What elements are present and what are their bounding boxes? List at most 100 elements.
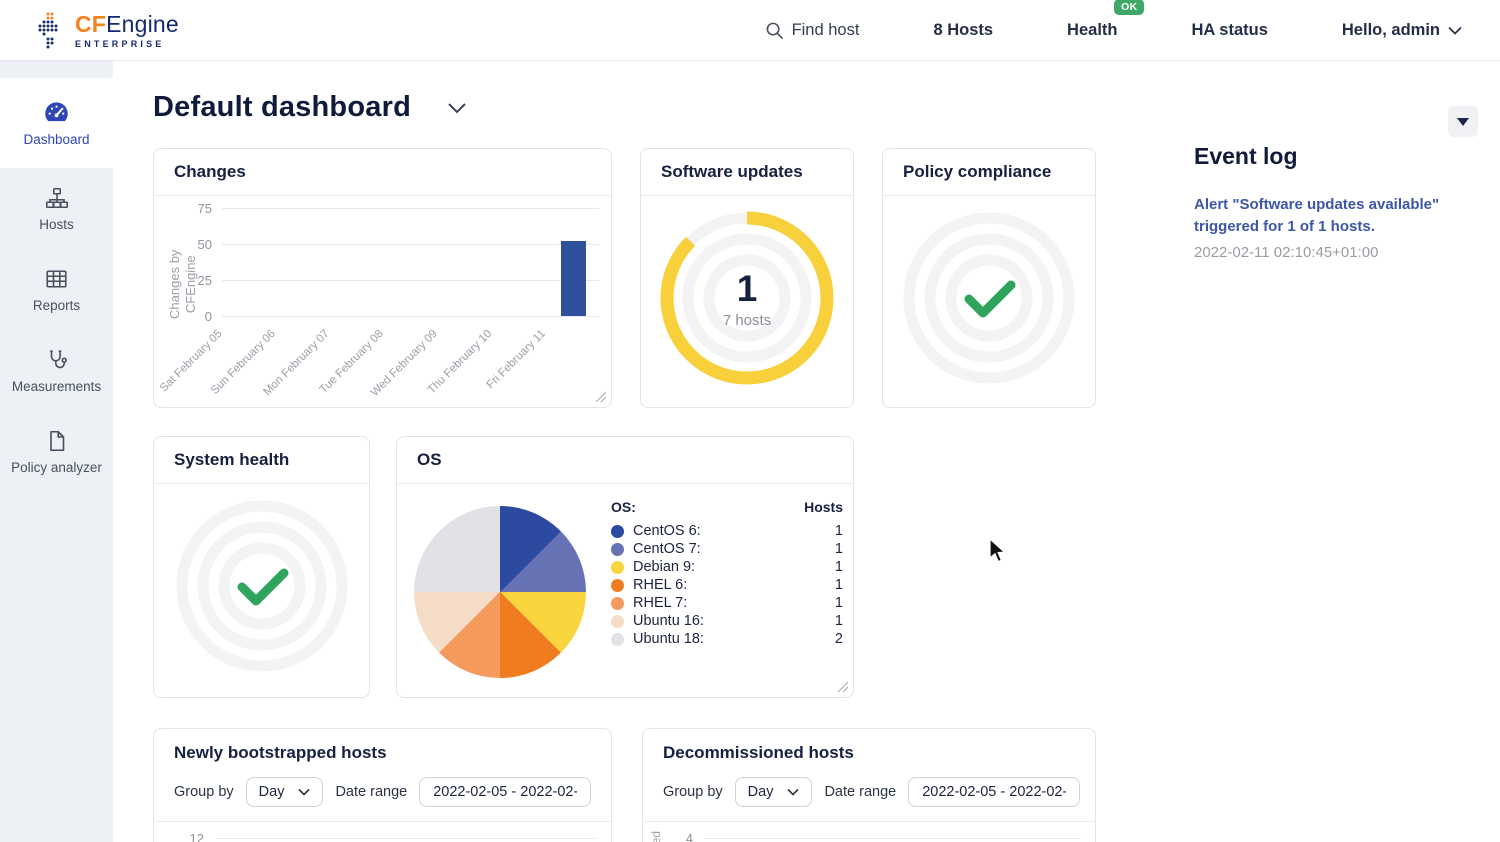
- page-title: Default dashboard: [153, 91, 411, 123]
- y-tick: 4: [685, 831, 693, 842]
- event-log-alert-link[interactable]: Alert "Software updates available" trigg…: [1194, 196, 1440, 235]
- sidebar-item-label: Dashboard: [23, 131, 90, 147]
- group-by-label: Group by: [174, 784, 234, 800]
- search-icon: [766, 22, 783, 39]
- event-log-collapse-button[interactable]: [1448, 106, 1478, 137]
- health-link[interactable]: Health OK: [1067, 0, 1145, 40]
- chevron-down-icon: [298, 788, 311, 796]
- legend-row: RHEL 7: 1: [611, 594, 843, 612]
- widget-title: Newly bootstrapped hosts: [174, 743, 387, 762]
- widget-software-updates: Software updates 1 7 hosts: [640, 148, 854, 408]
- health-status-badge: OK: [1114, 0, 1145, 15]
- bar: [561, 241, 587, 316]
- widget-system-health: System health: [153, 436, 370, 698]
- sidebar-item-hosts[interactable]: Hosts: [0, 168, 113, 249]
- date-range-input[interactable]: [908, 777, 1081, 807]
- y-tick: 50: [197, 237, 212, 252]
- date-range-input[interactable]: [419, 777, 592, 807]
- dashboard-icon: [45, 101, 68, 121]
- legend-dot: [611, 596, 624, 610]
- updates-ring: [660, 211, 834, 385]
- resize-grip[interactable]: [836, 680, 848, 692]
- y-tick: 75: [197, 201, 212, 216]
- bars-series: [222, 208, 601, 316]
- chevron-down-icon: [787, 788, 800, 796]
- cfengine-logo[interactable]: CFEngine ENTERPRISE: [36, 11, 179, 49]
- ha-status-link[interactable]: HA status: [1191, 21, 1268, 39]
- brand-name: CFEngine: [75, 11, 179, 37]
- legend-dot: [611, 632, 624, 646]
- sidebar-item-label: Hosts: [39, 216, 74, 232]
- legend-row: Ubuntu 18: 2: [611, 630, 843, 648]
- legend-dot: [611, 614, 624, 628]
- legend-header-hosts: Hosts: [804, 499, 843, 515]
- check-icon: [237, 568, 288, 606]
- hosts-count-link[interactable]: 8 Hosts: [933, 21, 994, 39]
- widget-title: System health: [154, 437, 369, 484]
- sidebar-item-reports[interactable]: Reports: [0, 249, 113, 330]
- sidebar-item-label: Policy analyzer: [11, 459, 102, 475]
- sidebar-item-label: Measurements: [11, 378, 102, 394]
- event-log-panel: Event log Alert "Software updates availa…: [1194, 143, 1452, 261]
- y-tick: 25: [197, 273, 212, 288]
- widget-policy-compliance: Policy compliance: [882, 148, 1096, 408]
- widget-title: OS: [397, 437, 853, 484]
- find-host-label: Find host: [791, 21, 860, 39]
- legend-dot: [611, 524, 624, 538]
- y-tick: 0: [204, 309, 212, 324]
- legend-dot: [611, 542, 624, 556]
- os-pie-chart: [414, 506, 586, 678]
- widget-newly-bootstrapped-hosts: Newly bootstrapped hosts Group by Day Da…: [153, 728, 612, 842]
- find-host-button[interactable]: Find host: [765, 21, 860, 40]
- sidebar-item-policy-analyzer[interactable]: Policy analyzer: [0, 411, 113, 492]
- legend-row: CentOS 6: 1: [611, 522, 843, 540]
- group-by-select[interactable]: Day: [245, 777, 324, 807]
- table-icon: [46, 269, 67, 288]
- legend-row: CentOS 7: 1: [611, 540, 843, 558]
- group-by-select[interactable]: Day: [734, 777, 813, 807]
- sitemap-icon: [45, 187, 68, 208]
- policy-compliance-status: [890, 199, 1088, 397]
- legend-row: Ubuntu 16: 1: [611, 612, 843, 630]
- y-tick: 12: [189, 831, 204, 842]
- header-nav: Find host 8 Hosts Health OK HA status He…: [765, 0, 1462, 61]
- legend-row: Debian 9: 1: [611, 558, 843, 576]
- brand-subtitle: ENTERPRISE: [75, 39, 165, 49]
- event-log-timestamp: 2022-02-11 02:10:45+01:00: [1194, 243, 1379, 261]
- changes-bar-chart: Changes by CFEngine 75 50 25 0 Sat Febru…: [154, 196, 611, 410]
- system-health-status: [163, 487, 361, 685]
- check-icon: [964, 280, 1016, 318]
- sidebar-item-measurements[interactable]: Measurements: [0, 330, 113, 411]
- legend-header-os: OS:: [611, 499, 636, 515]
- x-tick: Fri February 11: [484, 327, 549, 392]
- widget-title: Policy compliance: [883, 149, 1095, 196]
- decommissioned-chart: Decommissioned 4: [643, 821, 1095, 842]
- cfengine-logo-icon: [38, 12, 58, 49]
- date-range-label: Date range: [335, 784, 408, 800]
- widget-title: Changes: [154, 149, 611, 196]
- widget-decommissioned-hosts: Decommissioned hosts Group by Day Date r…: [642, 728, 1096, 842]
- sidebar: Dashboard Hosts Reports Measurements: [0, 61, 113, 842]
- updates-hosts: 7 hosts: [722, 311, 772, 329]
- updates-count: 1: [736, 267, 758, 309]
- user-menu[interactable]: Hello, admin: [1342, 21, 1462, 40]
- top-header: CFEngine ENTERPRISE Find host 8 Hosts He…: [0, 0, 1500, 61]
- event-log-title: Event log: [1194, 143, 1298, 169]
- dashboard-switcher-chevron-icon[interactable]: [447, 102, 467, 114]
- triangle-down-icon: [1457, 117, 1469, 126]
- sidebar-item-dashboard[interactable]: Dashboard: [0, 78, 113, 168]
- stethoscope-icon: [50, 349, 67, 368]
- file-icon: [49, 430, 64, 451]
- os-legend: OS: Hosts CentOS 6: 1 CentOS 7: 1 Debian…: [611, 499, 843, 648]
- software-updates-donut: 1 7 hosts: [648, 199, 846, 397]
- date-range-label: Date range: [824, 784, 897, 800]
- widget-title: Decommissioned hosts: [663, 743, 854, 762]
- legend-dot: [611, 560, 624, 574]
- widget-title: Software updates: [641, 149, 853, 196]
- legend-dot: [611, 578, 624, 592]
- chevron-down-icon: [1448, 26, 1462, 35]
- main-content: Default dashboard Changes Changes by CFE…: [113, 61, 1500, 842]
- sidebar-item-label: Reports: [32, 297, 81, 313]
- legend-row: RHEL 6: 1: [611, 576, 843, 594]
- widget-changes: Changes Changes by CFEngine 75 50 25 0 S…: [153, 148, 612, 408]
